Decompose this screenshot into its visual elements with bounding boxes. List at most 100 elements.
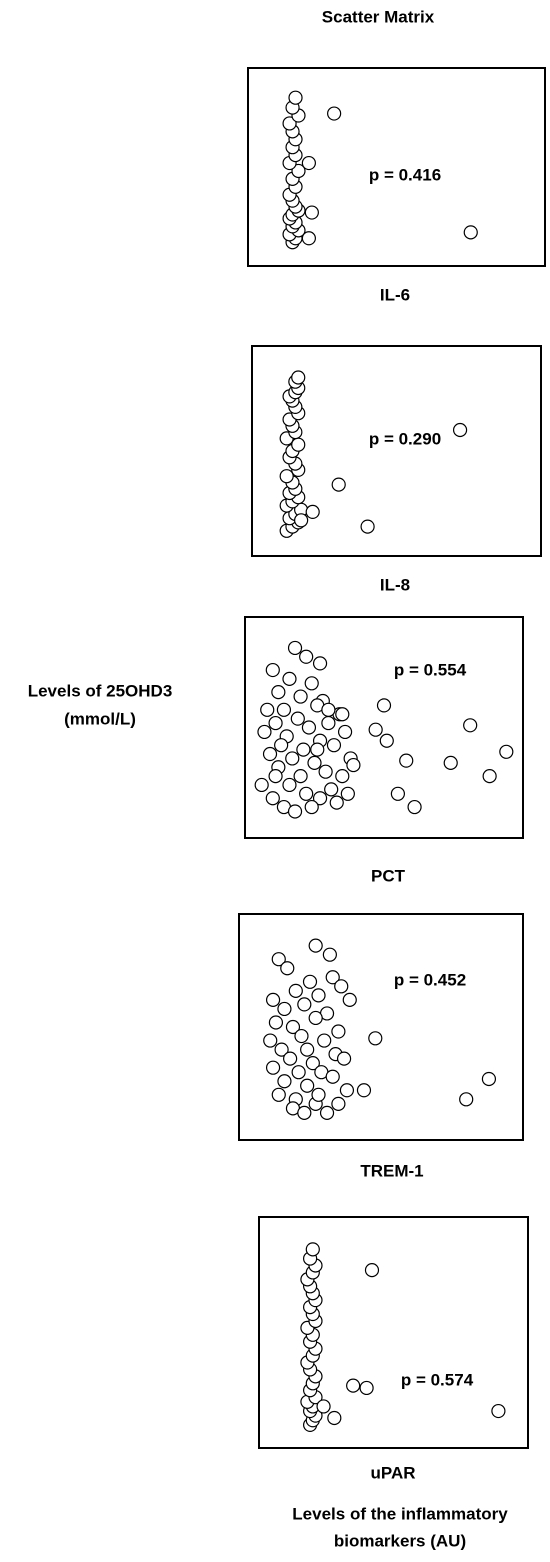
p-value: p = 0.554: [394, 660, 467, 679]
scatter-point: [459, 1092, 474, 1107]
scatter-point: [319, 1105, 335, 1120]
scatter-point: [308, 938, 323, 953]
scatter-point: [299, 649, 314, 664]
panel-label: TREM-1: [360, 1161, 423, 1180]
scatter-point: [293, 769, 308, 784]
scatter-point: [307, 755, 322, 770]
scatter-point: [274, 1042, 289, 1057]
scatter-point: [482, 769, 497, 784]
scatter-point: [499, 744, 514, 759]
scatter-point: [274, 738, 289, 753]
scatter-point: [317, 1033, 332, 1048]
y-label: (mmol/L): [64, 709, 136, 728]
scatter-point: [334, 979, 349, 994]
scatter-point: [312, 656, 328, 671]
scatter-point: [325, 1069, 340, 1084]
scatter-point: [301, 155, 316, 171]
scatter-point: [301, 720, 317, 735]
scatter-point: [326, 738, 342, 753]
scatter-point: [260, 702, 275, 717]
scatter-point: [296, 742, 311, 757]
scatter-point: [271, 685, 286, 700]
scatter-point: [265, 1060, 281, 1075]
scatter-point: [285, 751, 300, 766]
scatter-point: [331, 477, 346, 492]
scatter-point: [265, 791, 280, 806]
scatter-point: [291, 370, 306, 385]
x-label: Levels of the inflammatory: [292, 1504, 508, 1523]
scatter-point: [282, 671, 297, 686]
scatter-point: [271, 952, 286, 967]
scatter-point: [321, 702, 336, 717]
scatter-point: [337, 724, 353, 740]
scatter-point: [301, 231, 316, 246]
panel-label: IL-6: [380, 285, 410, 304]
scatter-point: [268, 769, 283, 784]
scatter-point: [263, 1033, 278, 1048]
scatter-point: [346, 1378, 361, 1393]
scatter-point: [290, 711, 305, 726]
scatter-point: [305, 1056, 320, 1071]
scatter-point: [294, 1028, 309, 1044]
scatter-point: [291, 1065, 306, 1080]
p-value: p = 0.290: [369, 429, 441, 448]
scatter-point: [288, 90, 303, 105]
scatter-point: [335, 769, 350, 784]
scatter-point: [291, 163, 306, 179]
scatter-point: [271, 1087, 286, 1102]
scatter-point: [346, 757, 361, 773]
scatter-point: [254, 777, 269, 793]
scatter-point: [277, 1074, 292, 1089]
scatter-point: [321, 715, 336, 731]
scatter-point: [262, 746, 278, 762]
scatter-point: [287, 804, 303, 819]
chart-title: Scatter Matrix: [322, 7, 435, 26]
p-value: p = 0.574: [401, 1370, 474, 1389]
scatter-point: [311, 1087, 326, 1102]
scatter-point: [265, 662, 280, 678]
scatter-point: [331, 1024, 346, 1039]
scatter-point: [305, 1242, 320, 1257]
p-value: p = 0.452: [394, 970, 466, 989]
scatter-point: [356, 1083, 372, 1098]
scatter-point: [297, 1105, 312, 1120]
panel-label: uPAR: [370, 1463, 415, 1482]
y-label: Levels of 25OHD3: [28, 681, 173, 700]
scatter-point: [342, 992, 357, 1007]
scatter-point: [399, 753, 414, 768]
scatter-point: [368, 1031, 383, 1046]
scatter-point: [283, 1051, 298, 1066]
scatter-point: [280, 961, 295, 976]
scatter-point: [359, 1380, 374, 1396]
scatter-point: [291, 437, 306, 452]
scatter-point: [297, 997, 312, 1012]
scatter-point: [325, 970, 340, 985]
scatter-point: [276, 702, 292, 717]
scatter-point: [282, 116, 297, 131]
scatter-point: [443, 755, 458, 770]
scatter-point: [257, 724, 272, 740]
scatter-point: [308, 1010, 323, 1026]
scatter-point: [285, 1019, 301, 1035]
scatter-point: [324, 782, 339, 797]
scatter-point: [304, 205, 319, 220]
scatter-point: [364, 1263, 380, 1278]
scatter-point: [327, 1410, 342, 1426]
scatter-point: [312, 791, 328, 806]
scatter-point: [277, 1001, 292, 1017]
scatter-point: [288, 983, 303, 998]
scatter-point: [282, 777, 297, 793]
scatter-point: [287, 640, 303, 656]
scatter-point: [299, 786, 314, 801]
scatter-point: [335, 707, 350, 722]
panel-label: IL-8: [380, 575, 410, 594]
p-value: p = 0.416: [369, 165, 441, 184]
scatter-point: [304, 676, 319, 691]
scatter-point: [300, 1078, 315, 1093]
scatter-point: [268, 715, 283, 731]
scatter-point: [300, 1042, 315, 1057]
scatter-point: [463, 225, 478, 240]
scatter-point: [340, 786, 355, 801]
scatter-point: [379, 733, 394, 748]
